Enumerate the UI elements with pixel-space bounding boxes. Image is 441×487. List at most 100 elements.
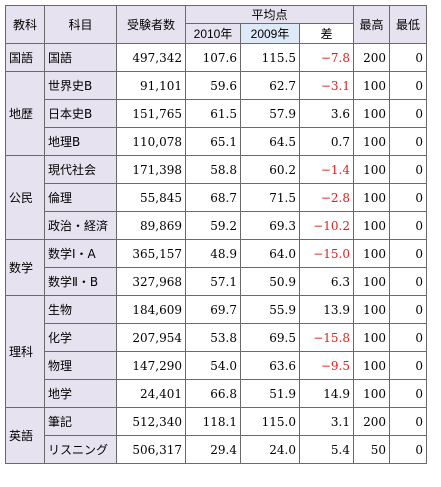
avg-2009-cell: 64.5 [240,127,300,156]
table-row: リスニング 506,317 29.4 24.0 5.4 50 0 [6,435,427,464]
max-cell: 100 [353,379,390,408]
avg-2009-cell: 71.5 [240,183,300,212]
min-cell: 0 [389,351,427,380]
max-cell: 100 [353,99,390,128]
subject-cell: 日本史B [44,99,117,128]
avg-2009-cell: 60.2 [240,155,300,184]
avg-2010-cell: 69.7 [185,295,241,324]
max-cell: 100 [353,267,390,296]
max-cell: 100 [353,211,390,240]
avg-2009-cell: 24.0 [240,435,300,464]
examinees-cell: 497,342 [116,43,186,72]
min-cell: 0 [389,211,427,240]
diff-cell: 5.4 [299,435,354,464]
max-cell: 100 [353,127,390,156]
examinees-cell: 184,609 [116,295,186,324]
table-row: 理科 生物 184,609 69.7 55.9 13.9 100 0 [5,295,427,408]
avg-2010-cell: 58.8 [185,155,241,184]
header-2009: 2009年 [240,23,300,44]
score-table-body: 国語 国語 497,342 107.6 115.5 −7.8 200 0 地歴 世界史B 91,10… [5,43,427,464]
header-2010: 2010年 [185,23,241,44]
table-row: 倫理 55,845 68.7 71.5 −2.8 100 0 [6,183,427,212]
subject-cell: 政治・経済 [44,211,117,240]
avg-2009-cell: 115.5 [240,43,300,72]
min-cell: 0 [389,435,427,464]
examinees-cell: 89,869 [116,211,186,240]
avg-2010-cell: 61.5 [185,99,241,128]
examinees-cell: 110,078 [116,127,186,156]
min-cell: 0 [389,295,427,324]
table-row: 地理B 110,078 65.1 64.5 0.7 100 0 [6,127,427,156]
score-table-container: 教科 科目 受験者数 平均点 最高 最低 2010年 2009年 差 国語 国語 4… [5,5,427,464]
header-min: 最低 [389,5,427,44]
max-cell: 200 [353,43,390,72]
avg-2009-cell: 64.0 [240,239,300,268]
max-cell: 50 [353,435,390,464]
table-row: 地学 24,401 66.8 51.9 14.9 100 0 [6,379,427,408]
examinees-cell: 327,968 [116,267,186,296]
diff-cell: 6.3 [299,267,354,296]
header-diff: 差 [299,23,354,44]
subject-cell: 物理 [44,351,117,380]
category-cell: 公民 [5,155,45,240]
diff-cell: 14.9 [299,379,354,408]
table-row: 国語 国語 497,342 107.6 115.5 −7.8 200 0 [5,43,427,72]
subject-cell: リスニング [44,435,117,464]
avg-2010-cell: 29.4 [185,435,241,464]
max-cell: 100 [353,351,390,380]
examinees-cell: 55,845 [116,183,186,212]
category-cell: 地歴 [5,71,45,156]
table-row: 政治・経済 89,869 59.2 69.3 −10.2 100 0 [6,211,427,240]
examinees-cell: 171,398 [116,155,186,184]
diff-cell: −3.1 [299,71,354,100]
subject-cell: 地理B [44,127,117,156]
category-cell: 数学 [5,239,45,296]
diff-cell: 3.1 [299,407,354,436]
table-row: 数学 数学Ⅰ・A 365,157 48.9 64.0 −15.0 100 0 [5,239,427,296]
header-category: 教科 [5,5,45,44]
diff-cell: 13.9 [299,295,354,324]
min-cell: 0 [389,183,427,212]
max-cell: 100 [353,71,390,100]
table-row: 日本史B 151,765 61.5 57.9 3.6 100 0 [6,99,427,128]
table-row: 化学 207,954 53.8 69.5 −15.8 100 0 [6,323,427,352]
avg-2010-cell: 54.0 [185,351,241,380]
min-cell: 0 [389,379,427,408]
examinees-cell: 24,401 [116,379,186,408]
avg-2010-cell: 59.2 [185,211,241,240]
min-cell: 0 [389,43,427,72]
avg-2010-cell: 118.1 [185,407,241,436]
examinees-cell: 365,157 [116,239,186,268]
min-cell: 0 [389,239,427,268]
header-average: 平均点 [185,5,354,24]
avg-2009-cell: 51.9 [240,379,300,408]
diff-cell: −2.8 [299,183,354,212]
avg-2009-cell: 50.9 [240,267,300,296]
header-examinees: 受験者数 [116,5,186,44]
min-cell: 0 [389,323,427,352]
diff-cell: 0.7 [299,127,354,156]
header-subject: 科目 [44,5,117,44]
avg-2009-cell: 62.7 [240,71,300,100]
max-cell: 200 [353,407,390,436]
subject-cell: 化学 [44,323,117,352]
avg-2009-cell: 69.5 [240,323,300,352]
examinees-cell: 506,317 [116,435,186,464]
avg-2010-cell: 53.8 [185,323,241,352]
subject-cell: 筆記 [44,407,117,436]
subject-cell: 数学Ⅰ・A [44,239,117,268]
examinees-cell: 151,765 [116,99,186,128]
avg-2010-cell: 57.1 [185,267,241,296]
subject-cell: 生物 [44,295,117,324]
examinees-cell: 91,101 [116,71,186,100]
min-cell: 0 [389,71,427,100]
header-max: 最高 [353,5,390,44]
max-cell: 100 [353,183,390,212]
table-row: 物理 147,290 54.0 63.6 −9.5 100 0 [6,351,427,380]
min-cell: 0 [389,127,427,156]
min-cell: 0 [389,155,427,184]
category-cell: 国語 [5,43,45,72]
min-cell: 0 [389,267,427,296]
subject-cell: 倫理 [44,183,117,212]
max-cell: 100 [353,323,390,352]
